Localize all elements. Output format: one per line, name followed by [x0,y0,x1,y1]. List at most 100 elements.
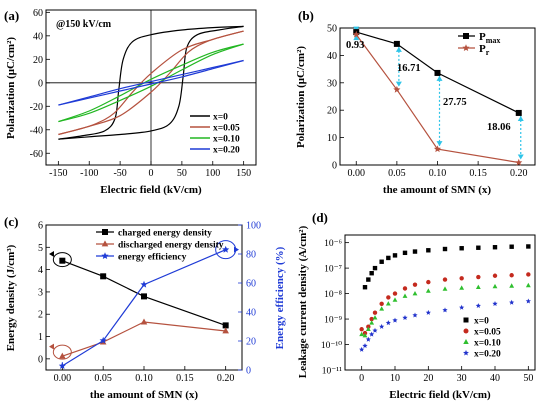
panel-b-y-tick-label: 0 [332,161,337,172]
data-point-charged energy density [141,293,147,300]
data-point-x=0.10 [412,290,418,296]
data-point-x=0.10 [392,297,398,302]
loop-branch-x=0.20 [58,59,244,106]
legend-label: x=0.10 [213,135,240,145]
panel-a-y-tick-label: -40 [30,125,43,136]
panel-d: (d) Electric field (kV/cm) Leakage curre… [297,210,536,401]
arrow-head [395,46,402,52]
data-point-x=0 [526,244,531,249]
data-point-x=0.10 [385,301,391,306]
panel-d-x-tick-label: 40 [490,373,500,384]
data-point-x=0.05 [386,295,391,300]
legend-label: Pr [479,43,490,57]
arrow-head [234,246,239,253]
data-point-x=0.10 [379,306,385,311]
panel-c-y-tick-label: 4 [38,265,43,276]
legend-marker [463,349,469,356]
panel-a-y-tick-label: -20 [30,102,43,113]
panel-d-label: (d) [312,210,328,225]
data-point-x=0 [366,277,371,282]
loop-branch-x=0.10 [58,43,244,123]
panel-a-x-tick-label: 50 [177,168,187,179]
data-point-x=0.10 [459,285,465,290]
panel-c-y-tick-label: 3 [38,287,43,298]
panel-b-y-tick-label: 40 [327,51,337,62]
panel-d-y-tick-label: 10⁻⁶ [324,239,342,249]
panel-c-y-tick-label: 2 [38,310,43,321]
data-point-x=0.05 [402,286,408,291]
data-point-x=0.20 [492,301,498,306]
data-point-x=0 [372,265,378,271]
panel-c-ylabel: Energy density (J/cm³) [5,244,17,351]
panel-a-y-tick-label: 0 [38,78,43,89]
panel-b-x-tick-label: 0.15 [469,168,487,179]
panel-d-y-tick-label: 10⁻⁸ [324,290,342,300]
legend-marker [462,44,470,51]
data-point-x=0.05 [359,327,364,332]
data-point-x=0 [459,246,464,251]
difference-label: 27.75 [443,97,467,108]
data-point-x=0 [442,246,448,252]
data-point-x=0.10 [362,332,368,338]
panel-c-x-tick-label: 0.00 [54,373,72,384]
data-point-energy efficiency [99,336,107,344]
panel-d-x-tick-label: 20 [423,373,433,384]
data-point-Pr [352,30,360,38]
data-point-x=0 [509,244,514,249]
difference-label: 16.71 [397,63,421,74]
legend-label: x=0 [474,317,489,327]
panel-a-x-tick-label: 150 [236,168,251,179]
data-point-x=0.05 [476,274,481,280]
data-point-Pmax [515,109,522,116]
panel-a-xlabel: Electric field (kV/cm) [100,184,202,196]
data-point-x=0.10 [492,283,498,289]
data-point-x=0.05 [426,279,431,285]
loop-branch-x=0.05 [58,30,244,136]
data-point-x=0.20 [509,299,515,305]
panel-c-y-tick-label: 0 [38,354,43,365]
data-point-Pmax [393,40,400,47]
panel-c-y-tick-label: 6 [38,221,43,232]
data-point-x=0.05 [392,291,398,296]
data-point-x=0 [476,245,481,250]
legend-marker [463,33,469,39]
series-line-discharged energy density [62,321,226,357]
data-point-x=0 [362,285,368,290]
data-point-x=0.20 [475,303,481,308]
panel-b-x-tick-label: 0.20 [510,168,528,179]
series-line-charged energy density [62,260,226,326]
panel-b-y-tick-label: 50 [327,24,337,35]
panel-b-y-tick-label: 10 [327,133,337,144]
loop-branch-x=0 [58,25,244,140]
data-point-Pmax [434,69,441,76]
panel-a-x-tick-label: 0 [149,168,154,179]
legend-marker [101,240,109,247]
legend-label: charged energy density [118,229,212,239]
data-point-x=0 [412,249,418,254]
legend-marker [463,317,469,323]
panel-d-x-tick-label: 50 [523,373,533,384]
data-point-discharged energy density [222,327,229,334]
data-point-x=0.20 [425,309,431,315]
panel-c-y-right-tick-label: 20 [246,337,256,348]
panel-c-x-tick-label: 0.10 [135,373,153,384]
data-point-x=0.05 [442,277,448,282]
panel-c-x-tick-label: 0.20 [217,373,235,384]
panel-a-y-tick-label: 40 [33,31,43,42]
panel-d-y-tick-label: 10⁻¹¹ [322,367,342,377]
data-point-x=0.20 [392,317,398,323]
legend-label: energy efficiency [118,253,187,263]
panel-a-x-tick-label: -150 [49,168,67,179]
data-point-x=0.05 [526,272,531,277]
data-point-Pr [393,85,401,93]
data-point-x=0.10 [359,331,365,337]
highlight-ellipse [52,252,72,268]
data-point-x=0 [369,271,374,276]
arrow-head [395,81,402,87]
panel-a-x-tick-label: -100 [80,168,98,179]
panel-b-x-tick-label: 0.05 [388,168,406,179]
data-point-x=0.20 [369,331,375,337]
data-point-x=0 [402,250,408,256]
legend-label: x=0.10 [474,339,501,349]
panel-d-y-tick-label: 10⁻⁷ [324,265,342,275]
